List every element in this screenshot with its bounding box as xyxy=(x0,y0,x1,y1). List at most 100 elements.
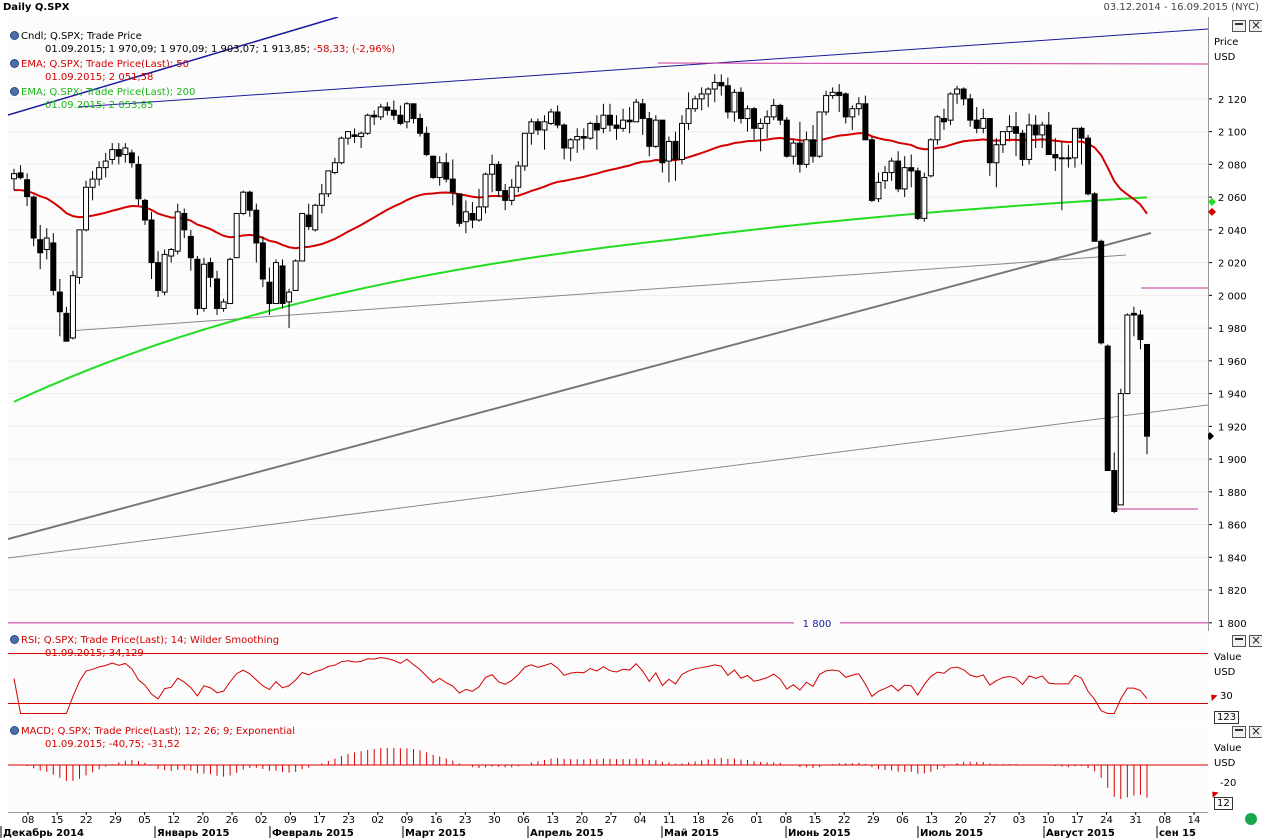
price-axis-ticks: 1 800 1 820 1 840 1 860 1 880 1 900 1 920 1 940… xyxy=(1208,17,1247,631)
rsi-panel[interactable]: RSI; Q.SPX; Trade Price(Last); 14; Wilde… xyxy=(8,633,1208,722)
x-tick-label: 24 xyxy=(1100,815,1113,826)
close-icon[interactable] xyxy=(1249,632,1262,648)
candle-body xyxy=(940,118,947,123)
x-tick-label: 20 xyxy=(197,815,210,826)
legend-rsi-name: RSI; Q.SPX; Trade Price(Last); 14; Wilde… xyxy=(21,635,280,646)
rsi-axis[interactable]: Value USD 30 123 xyxy=(1205,632,1262,724)
candle-body xyxy=(901,167,908,190)
y-tick-label: 1 880 xyxy=(1218,488,1247,499)
candle-body xyxy=(482,173,489,208)
price-chart[interactable]: 1 800 xyxy=(8,17,1208,631)
candle-body xyxy=(43,237,50,251)
candle-body xyxy=(954,88,961,95)
candle-body xyxy=(489,163,496,175)
trendline-upper xyxy=(77,28,1208,108)
price-axis[interactable]: Price USD 1 800 1 820 1 840 1 860 1 880 1 900… xyxy=(1208,17,1262,631)
x-tick-label: 01 xyxy=(750,815,763,826)
legend-settings-icon[interactable] xyxy=(10,726,19,735)
macd-chart[interactable] xyxy=(8,724,1208,812)
legend-ema200[interactable]: EMA; Q.SPX; Trade Price(Last); 200 01.09… xyxy=(10,86,195,112)
candle-body xyxy=(63,312,70,342)
status-dot-icon[interactable] xyxy=(1245,813,1257,825)
candle-body xyxy=(934,116,941,141)
candle-body xyxy=(56,291,63,313)
x-tick-label: 17 xyxy=(313,815,326,826)
candle-body xyxy=(96,167,103,180)
candle-body xyxy=(423,132,430,156)
candle-body xyxy=(993,144,1000,164)
candle-body xyxy=(587,122,594,139)
legend-rsi[interactable]: RSI; Q.SPX; Trade Price(Last); 14; Wilde… xyxy=(10,634,279,660)
candle-body xyxy=(633,101,640,123)
candle-body xyxy=(128,152,135,164)
minimize-icon[interactable] xyxy=(1232,20,1246,32)
x-tick-label: 26 xyxy=(226,815,239,826)
candle-body xyxy=(908,167,915,172)
macd-axis-unit: USD xyxy=(1214,758,1236,769)
y-tick-label: 2 060 xyxy=(1218,193,1247,204)
close-icon[interactable] xyxy=(1249,17,1262,33)
minimize-icon[interactable] xyxy=(1232,726,1246,738)
x-tick-label: 09 xyxy=(284,815,297,826)
y-tick-label: 2 100 xyxy=(1218,128,1247,139)
y-tick-label: 2 040 xyxy=(1218,226,1247,237)
legend-settings-icon[interactable] xyxy=(10,31,19,40)
legend-macd[interactable]: MACD; Q.SPX; Trade Price(Last); 12; 26; … xyxy=(10,725,295,751)
candle-body xyxy=(305,214,312,228)
candle-body xyxy=(220,301,227,309)
candle-body xyxy=(312,204,319,231)
legend-settings-icon[interactable] xyxy=(10,87,19,96)
x-tick-label: 09 xyxy=(401,815,414,826)
legend-candle-values: 01.09.2015; 1 970,09; 1 970,09; 1 903,07… xyxy=(45,44,310,55)
candle-body xyxy=(115,149,122,157)
candle-body xyxy=(502,190,509,201)
candle-body xyxy=(580,136,587,139)
candle-body xyxy=(1019,132,1026,160)
x-tick-label: 08 xyxy=(22,815,35,826)
candle-body xyxy=(803,139,810,165)
candle-body xyxy=(430,155,437,178)
y-tick-label: 1 840 xyxy=(1218,553,1247,564)
legend-settings-icon[interactable] xyxy=(10,635,19,644)
candle-body xyxy=(462,211,469,223)
candle-body xyxy=(960,88,967,100)
candle-body xyxy=(521,132,528,167)
x-month-label: Февраль 2015 xyxy=(272,828,354,838)
legend-ema50-name: EMA; Q.SPX; Trade Price(Last); 50 xyxy=(21,59,190,70)
macd-panel[interactable]: MACD; Q.SPX; Trade Price(Last); 12; 26; … xyxy=(8,724,1208,812)
candle-body xyxy=(790,142,797,157)
level-label-bg xyxy=(794,616,840,629)
x-tick-label: 04 xyxy=(634,815,647,826)
macd-axis-title: Value xyxy=(1214,743,1242,754)
candle-body xyxy=(168,249,175,257)
x-tick-label: 06 xyxy=(896,815,909,826)
candle-body xyxy=(862,103,869,141)
candle-body xyxy=(620,119,627,129)
price-axis-unit: USD xyxy=(1214,52,1236,63)
minimize-icon[interactable] xyxy=(1232,635,1246,647)
candle-body xyxy=(764,116,771,124)
price-panel[interactable]: 1 800 Cndl; Q.SPX; Trade Price 01.09.201… xyxy=(8,17,1208,631)
macd-panel-buttons xyxy=(1232,723,1262,739)
candle-body xyxy=(417,118,424,134)
x-tick-label: 26 xyxy=(721,815,734,826)
candle-body xyxy=(1130,312,1137,316)
close-icon[interactable] xyxy=(1249,723,1262,739)
candle-body xyxy=(89,178,96,188)
legend-settings-icon[interactable] xyxy=(10,59,19,68)
y-tick-label: 1 960 xyxy=(1218,357,1247,368)
candle-body xyxy=(665,140,672,162)
x-tick-label: 08 xyxy=(780,815,793,826)
x-month-label: Январь 2015 xyxy=(157,828,230,838)
candle-body xyxy=(266,281,273,305)
macd-axis[interactable]: Value USD -20 12 xyxy=(1206,723,1262,812)
candle-body xyxy=(679,122,686,160)
rsi-chart[interactable] xyxy=(8,633,1208,722)
legend-ema50[interactable]: EMA; Q.SPX; Trade Price(Last); 50 01.09.… xyxy=(10,58,189,84)
candle-body xyxy=(796,142,803,165)
candle-body xyxy=(76,229,83,278)
time-axis[interactable]: 08 15 22 29 05 12 20 26 02 09 17 23 02 09 16 23 30 06 13 20… xyxy=(0,812,1262,838)
legend-candle[interactable]: Cndl; Q.SPX; Trade Price 01.09.2015; 1 9… xyxy=(10,30,395,56)
candle-body xyxy=(161,253,168,293)
y-tick-label: 2 080 xyxy=(1218,160,1247,171)
